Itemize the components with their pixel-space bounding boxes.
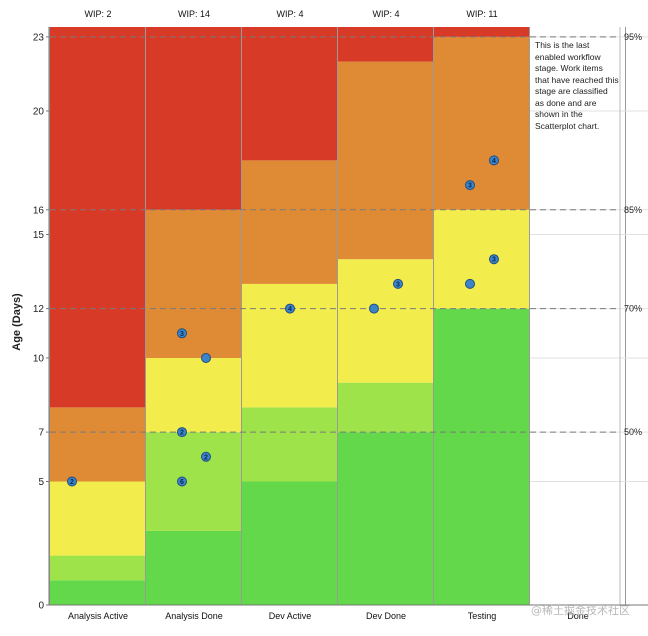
work-item-count: 2 bbox=[70, 479, 74, 486]
zone-yellow bbox=[50, 481, 145, 556]
zone-red bbox=[434, 27, 529, 37]
work-item-count: 3 bbox=[468, 183, 472, 190]
work-item-count: 4 bbox=[288, 306, 292, 313]
zone-light_green bbox=[146, 432, 241, 531]
work-item-count: 2 bbox=[204, 454, 208, 461]
zone-green bbox=[146, 530, 241, 605]
done-stage-annotation: This is the last enabled workflow stage.… bbox=[535, 40, 619, 131]
work-item-count: 3 bbox=[396, 281, 400, 288]
work-item-count: 2 bbox=[180, 430, 184, 437]
zone-yellow bbox=[242, 283, 337, 408]
percentile-label: 85% bbox=[624, 205, 642, 215]
zone-orange bbox=[242, 160, 337, 284]
work-item-dot[interactable] bbox=[465, 180, 475, 191]
zone-green bbox=[434, 308, 529, 605]
zone-yellow bbox=[338, 259, 433, 383]
y-tick-label: 16 bbox=[33, 205, 45, 216]
zone-green bbox=[242, 481, 337, 605]
watermark: @稀土掘金技术社区 bbox=[531, 604, 630, 617]
column-label: Dev Active bbox=[269, 611, 312, 621]
work-item-dots: 2 6 2 2 3 4 3 3 3 4 bbox=[67, 155, 499, 487]
zone-light_green bbox=[242, 407, 337, 482]
wip-label: WIP: 11 bbox=[466, 9, 497, 19]
y-axis-label: Age (Days) bbox=[11, 293, 23, 351]
percentile-label: 70% bbox=[624, 304, 642, 314]
zone-red bbox=[50, 27, 145, 408]
zone-yellow bbox=[434, 209, 529, 309]
zone-yellow bbox=[146, 357, 241, 433]
work-item-count: 6 bbox=[180, 479, 184, 486]
work-item-dot[interactable] bbox=[285, 303, 295, 314]
work-item-dot[interactable] bbox=[201, 451, 211, 462]
work-item-dot[interactable] bbox=[177, 427, 187, 438]
y-tick-label: 10 bbox=[33, 353, 45, 364]
work-item-dot[interactable] bbox=[369, 303, 379, 314]
zone-red bbox=[146, 27, 241, 210]
work-item-dot[interactable] bbox=[489, 155, 499, 166]
column-label: Analysis Active bbox=[68, 611, 128, 621]
column-label: Analysis Done bbox=[165, 611, 223, 621]
zone-green bbox=[50, 580, 145, 605]
zone-light_green bbox=[338, 382, 433, 433]
zone-light_green bbox=[50, 555, 145, 581]
work-item-count: 4 bbox=[492, 158, 496, 165]
zone-orange bbox=[434, 36, 529, 210]
work-item-dot[interactable] bbox=[177, 328, 187, 339]
y-tick-label: 5 bbox=[38, 477, 44, 488]
work-item-dot[interactable] bbox=[393, 278, 403, 289]
column-label: Done bbox=[567, 611, 589, 621]
zone-green bbox=[338, 432, 433, 605]
column-label: Dev Done bbox=[366, 611, 406, 621]
percentile-label: 95% bbox=[624, 32, 642, 42]
work-item-count: 3 bbox=[492, 257, 496, 264]
y-tick-label: 7 bbox=[38, 428, 44, 439]
percentile-layer: 50% 70% 85% 95% bbox=[50, 27, 642, 605]
zone-red bbox=[338, 27, 433, 62]
zones-layer bbox=[50, 27, 529, 605]
wip-label: WIP: 2 bbox=[84, 9, 111, 19]
work-item-count: 3 bbox=[180, 331, 184, 338]
percentile-label: 50% bbox=[624, 427, 642, 437]
column-label: Testing bbox=[468, 611, 497, 621]
y-tick-label: 0 bbox=[38, 601, 44, 612]
work-item-dot[interactable] bbox=[489, 254, 499, 265]
zone-red bbox=[242, 27, 337, 161]
wip-label: WIP: 4 bbox=[276, 9, 303, 19]
wip-label: WIP: 4 bbox=[372, 9, 399, 19]
y-tick-label: 20 bbox=[33, 106, 45, 117]
work-item-dot[interactable] bbox=[201, 352, 211, 363]
work-item-dot[interactable] bbox=[67, 476, 77, 487]
column-labels: Analysis Active WIP: 2 Analysis Done WIP: 1… bbox=[68, 9, 589, 621]
work-item-dot[interactable] bbox=[177, 476, 187, 487]
zone-orange bbox=[50, 407, 145, 482]
zone-orange bbox=[146, 209, 241, 358]
y-tick-label: 15 bbox=[33, 230, 45, 241]
zone-orange bbox=[338, 61, 433, 260]
wip-label: WIP: 14 bbox=[178, 9, 210, 19]
work-item-dot[interactable] bbox=[465, 278, 475, 289]
y-tick-label: 12 bbox=[33, 304, 45, 315]
y-tick-label: 23 bbox=[33, 32, 45, 43]
